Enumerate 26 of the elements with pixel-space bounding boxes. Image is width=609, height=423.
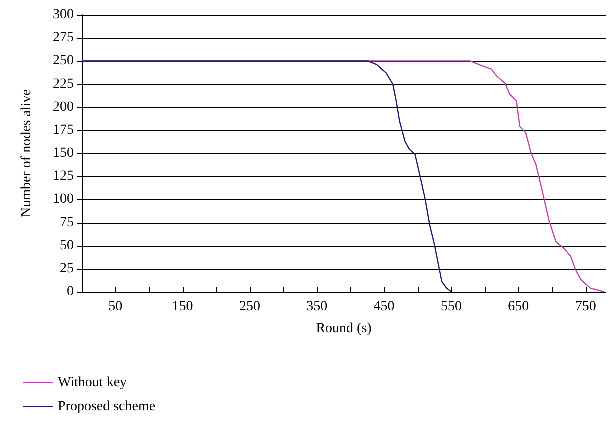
x-tick-label: 50: [108, 300, 123, 314]
x-tick-label: 750: [575, 300, 596, 314]
y-tick-label: 125: [53, 169, 74, 184]
y-axis-title: Number of nodes alive: [20, 90, 34, 218]
y-tick-label: 250: [53, 54, 74, 69]
x-tick-label: 250: [239, 300, 260, 314]
y-tick-label: 225: [53, 76, 74, 92]
x-axis-title: Round (s): [316, 322, 372, 336]
y-tick-label: 75: [60, 215, 74, 230]
x-tick-label: 550: [440, 300, 462, 314]
y-tick-label: 200: [53, 100, 74, 115]
x-tick-label: 450: [374, 300, 395, 314]
y-tick-label: 300: [53, 8, 74, 22]
line-series: [81, 60, 452, 293]
x-tick-label: 650: [508, 300, 530, 314]
y-tick-label: 150: [53, 146, 74, 161]
y-tick-label: 50: [60, 238, 74, 254]
y-tick-label: 25: [60, 261, 74, 276]
legend-label: Without key: [58, 376, 128, 390]
y-tick-label: 175: [53, 122, 74, 138]
legend-label: Proposed scheme: [58, 400, 156, 414]
y-tick-label: 100: [53, 192, 74, 208]
y-tick-label: 275: [53, 30, 74, 46]
x-tick-label: 150: [172, 300, 194, 314]
x-tick-label: 350: [306, 300, 328, 314]
y-tick-label: 0: [67, 284, 74, 300]
